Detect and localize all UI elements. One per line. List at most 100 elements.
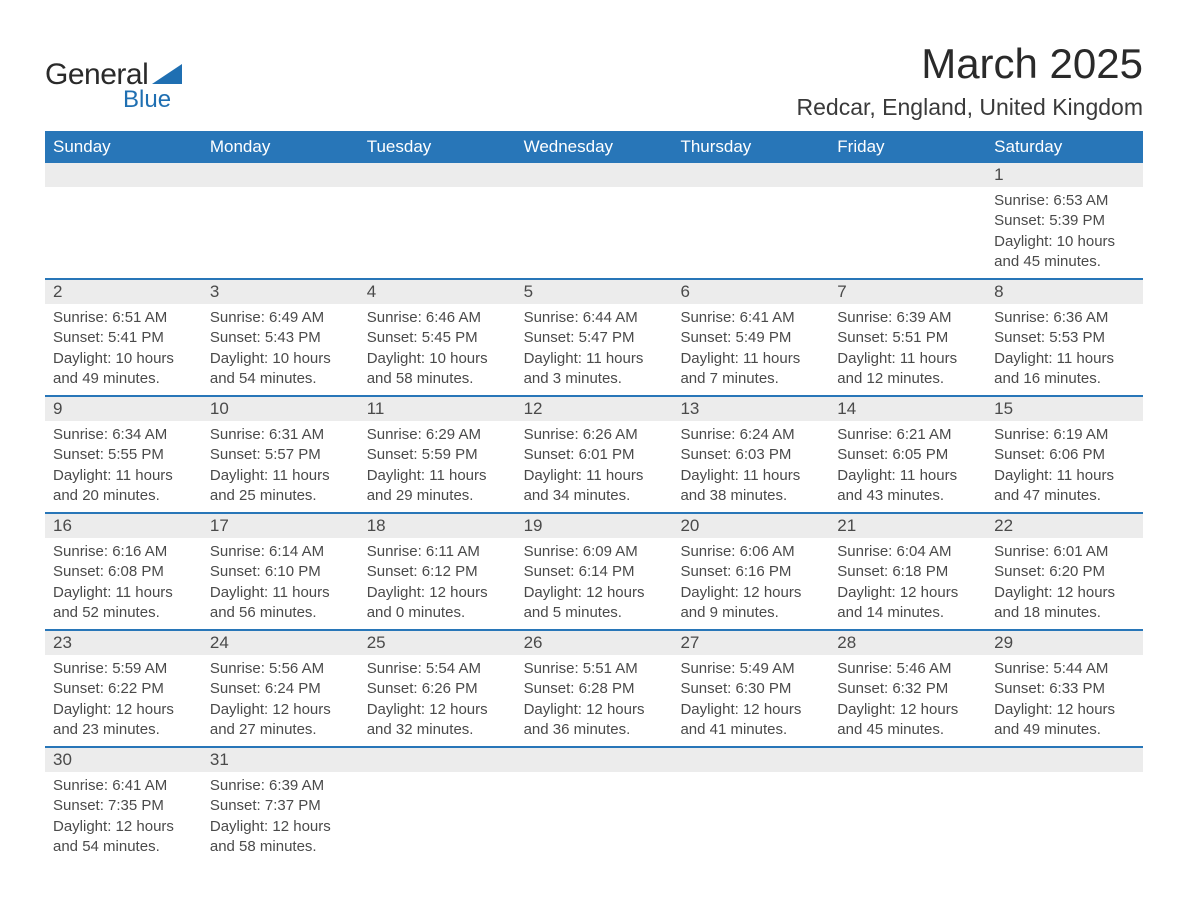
day-cell: 5Sunrise: 6:44 AMSunset: 5:47 PMDaylight… — [516, 280, 673, 395]
day-daylight1: Daylight: 11 hours — [367, 466, 508, 486]
day-sunset: Sunset: 5:51 PM — [837, 328, 978, 348]
day-daylight1: Daylight: 12 hours — [367, 700, 508, 720]
day-sunset: Sunset: 5:47 PM — [524, 328, 665, 348]
day-content: Sunrise: 6:41 AMSunset: 7:35 PMDaylight:… — [45, 772, 202, 863]
day-cell: 2Sunrise: 6:51 AMSunset: 5:41 PMDaylight… — [45, 280, 202, 395]
day-sunrise: Sunrise: 6:01 AM — [994, 542, 1135, 562]
logo: General Blue — [45, 58, 182, 114]
day-sunset: Sunset: 6:18 PM — [837, 562, 978, 582]
day-sunset: Sunset: 5:53 PM — [994, 328, 1135, 348]
day-number: 4 — [359, 280, 516, 304]
day-content — [516, 772, 673, 782]
day-sunrise: Sunrise: 6:49 AM — [210, 308, 351, 328]
day-content: Sunrise: 5:46 AMSunset: 6:32 PMDaylight:… — [829, 655, 986, 746]
day-daylight1: Daylight: 12 hours — [837, 700, 978, 720]
day-number — [672, 748, 829, 772]
day-daylight2: and 52 minutes. — [53, 603, 194, 623]
weekday-header-cell: Wednesday — [516, 131, 673, 163]
day-sunrise: Sunrise: 6:46 AM — [367, 308, 508, 328]
day-cell — [986, 748, 1143, 863]
day-sunrise: Sunrise: 6:39 AM — [837, 308, 978, 328]
day-daylight2: and 20 minutes. — [53, 486, 194, 506]
day-daylight2: and 34 minutes. — [524, 486, 665, 506]
day-daylight1: Daylight: 11 hours — [994, 349, 1135, 369]
day-number: 25 — [359, 631, 516, 655]
day-daylight2: and 49 minutes. — [53, 369, 194, 389]
day-sunrise: Sunrise: 6:36 AM — [994, 308, 1135, 328]
day-sunrise: Sunrise: 6:51 AM — [53, 308, 194, 328]
day-sunrise: Sunrise: 6:26 AM — [524, 425, 665, 445]
day-daylight2: and 16 minutes. — [994, 369, 1135, 389]
day-number — [45, 163, 202, 187]
day-daylight2: and 45 minutes. — [994, 252, 1135, 272]
day-cell: 23Sunrise: 5:59 AMSunset: 6:22 PMDayligh… — [45, 631, 202, 746]
weekday-header-cell: Monday — [202, 131, 359, 163]
day-cell: 19Sunrise: 6:09 AMSunset: 6:14 PMDayligh… — [516, 514, 673, 629]
day-content — [516, 187, 673, 197]
week-row: 2Sunrise: 6:51 AMSunset: 5:41 PMDaylight… — [45, 278, 1143, 395]
day-number: 15 — [986, 397, 1143, 421]
day-cell — [359, 748, 516, 863]
day-cell: 18Sunrise: 6:11 AMSunset: 6:12 PMDayligh… — [359, 514, 516, 629]
day-sunrise: Sunrise: 6:29 AM — [367, 425, 508, 445]
day-daylight2: and 58 minutes. — [367, 369, 508, 389]
day-number: 8 — [986, 280, 1143, 304]
day-sunset: Sunset: 6:05 PM — [837, 445, 978, 465]
day-sunrise: Sunrise: 6:14 AM — [210, 542, 351, 562]
day-daylight1: Daylight: 12 hours — [994, 583, 1135, 603]
day-sunrise: Sunrise: 6:39 AM — [210, 776, 351, 796]
day-daylight1: Daylight: 12 hours — [524, 700, 665, 720]
day-content: Sunrise: 6:26 AMSunset: 6:01 PMDaylight:… — [516, 421, 673, 512]
day-content — [986, 772, 1143, 782]
day-sunset: Sunset: 6:26 PM — [367, 679, 508, 699]
day-content — [359, 187, 516, 197]
day-cell: 17Sunrise: 6:14 AMSunset: 6:10 PMDayligh… — [202, 514, 359, 629]
day-sunset: Sunset: 6:22 PM — [53, 679, 194, 699]
day-content: Sunrise: 6:11 AMSunset: 6:12 PMDaylight:… — [359, 538, 516, 629]
day-sunrise: Sunrise: 6:16 AM — [53, 542, 194, 562]
day-content: Sunrise: 6:36 AMSunset: 5:53 PMDaylight:… — [986, 304, 1143, 395]
day-sunset: Sunset: 6:24 PM — [210, 679, 351, 699]
day-sunrise: Sunrise: 6:41 AM — [680, 308, 821, 328]
day-sunrise: Sunrise: 5:54 AM — [367, 659, 508, 679]
day-sunrise: Sunrise: 6:11 AM — [367, 542, 508, 562]
day-cell: 15Sunrise: 6:19 AMSunset: 6:06 PMDayligh… — [986, 397, 1143, 512]
day-content: Sunrise: 6:46 AMSunset: 5:45 PMDaylight:… — [359, 304, 516, 395]
day-content — [672, 187, 829, 197]
day-daylight2: and 18 minutes. — [994, 603, 1135, 623]
day-content: Sunrise: 5:44 AMSunset: 6:33 PMDaylight:… — [986, 655, 1143, 746]
day-sunset: Sunset: 6:32 PM — [837, 679, 978, 699]
day-content: Sunrise: 5:51 AMSunset: 6:28 PMDaylight:… — [516, 655, 673, 746]
day-content: Sunrise: 6:24 AMSunset: 6:03 PMDaylight:… — [672, 421, 829, 512]
day-daylight1: Daylight: 12 hours — [210, 700, 351, 720]
day-daylight2: and 41 minutes. — [680, 720, 821, 740]
day-cell: 28Sunrise: 5:46 AMSunset: 6:32 PMDayligh… — [829, 631, 986, 746]
weekday-header-cell: Tuesday — [359, 131, 516, 163]
day-sunrise: Sunrise: 6:34 AM — [53, 425, 194, 445]
weekday-header-cell: Thursday — [672, 131, 829, 163]
day-cell: 24Sunrise: 5:56 AMSunset: 6:24 PMDayligh… — [202, 631, 359, 746]
day-sunset: Sunset: 5:41 PM — [53, 328, 194, 348]
day-number: 17 — [202, 514, 359, 538]
day-cell: 11Sunrise: 6:29 AMSunset: 5:59 PMDayligh… — [359, 397, 516, 512]
logo-text-blue: Blue — [123, 86, 182, 114]
location-text: Redcar, England, United Kingdom — [797, 94, 1144, 121]
weekday-header-cell: Sunday — [45, 131, 202, 163]
day-daylight1: Daylight: 11 hours — [524, 466, 665, 486]
day-number: 23 — [45, 631, 202, 655]
day-sunset: Sunset: 6:06 PM — [994, 445, 1135, 465]
day-number: 29 — [986, 631, 1143, 655]
day-sunrise: Sunrise: 6:41 AM — [53, 776, 194, 796]
day-number — [516, 748, 673, 772]
day-sunset: Sunset: 6:28 PM — [524, 679, 665, 699]
month-title: March 2025 — [797, 40, 1144, 88]
day-cell: 31Sunrise: 6:39 AMSunset: 7:37 PMDayligh… — [202, 748, 359, 863]
day-cell: 29Sunrise: 5:44 AMSunset: 6:33 PMDayligh… — [986, 631, 1143, 746]
day-content — [829, 187, 986, 197]
day-daylight2: and 56 minutes. — [210, 603, 351, 623]
day-number: 18 — [359, 514, 516, 538]
day-sunrise: Sunrise: 6:44 AM — [524, 308, 665, 328]
day-sunrise: Sunrise: 5:56 AM — [210, 659, 351, 679]
day-daylight1: Daylight: 10 hours — [210, 349, 351, 369]
day-daylight2: and 3 minutes. — [524, 369, 665, 389]
